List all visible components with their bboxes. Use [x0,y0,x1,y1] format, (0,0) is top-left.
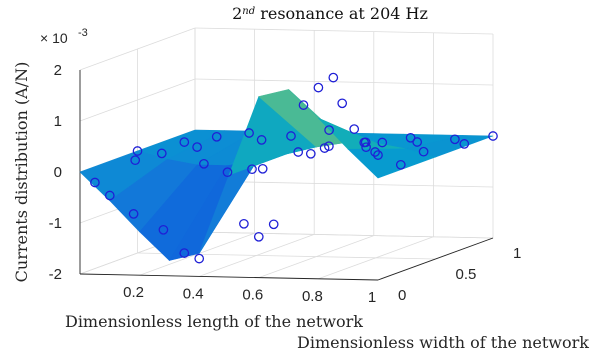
data-marker [211,131,222,142]
z-exponent-power: -3 [78,27,88,39]
data-marker [450,134,460,145]
data-marker [90,177,100,188]
data-marker [319,143,330,153]
data-marker [373,150,383,160]
x-axis-label: Dimensionless length of the network [65,312,363,331]
y-tick-label: 0 [398,287,406,304]
data-markers [90,72,498,264]
data-marker [256,135,267,145]
data-marker [377,137,388,148]
data-marker [158,224,169,235]
data-marker [418,146,429,157]
data-marker [293,147,304,157]
data-marker [128,209,139,219]
z-tick-label: 2 [54,62,62,79]
z-axis-label: Currents distribution (A/N) [12,62,31,283]
data-marker [192,142,202,152]
data-marker [244,128,254,138]
x-tick-label: 0.8 [302,288,323,305]
data-marker [132,146,143,156]
data-marker [268,219,279,230]
surface-mesh [79,89,494,261]
title-superscript: nd [242,6,255,17]
data-marker [222,167,233,178]
z-tick-label: -1 [49,215,62,232]
z-tick-label: -2 [49,266,62,283]
data-marker [488,131,498,141]
data-marker [313,82,324,93]
grid-line [194,27,494,35]
data-marker [370,147,380,157]
x-axis-line [79,273,379,281]
data-marker [286,131,296,141]
data-marker [337,98,348,109]
z-exponent-base: × 10 [40,30,68,46]
data-marker [359,137,370,148]
grid-line [194,180,494,188]
data-marker [130,155,141,166]
data-marker [247,164,257,175]
data-marker [199,158,209,169]
x-tick-label: 0.4 [183,285,204,302]
data-marker [298,100,309,110]
x-tick-label: 1 [368,289,376,306]
chart-title: 2nd resonance at 204 Hz [232,4,428,23]
data-marker [328,72,339,83]
grid-line [194,78,494,86]
data-marker [412,137,423,147]
title-base: 2 [232,4,242,23]
data-marker [349,124,360,134]
title-text: resonance at 204 Hz [255,4,428,23]
data-marker [324,141,334,152]
data-marker [156,148,167,159]
data-marker [179,248,190,258]
data-marker [104,190,115,201]
grid-line [194,231,494,239]
data-marker [361,142,371,153]
data-marker [194,253,205,264]
y-tick-label: 0.5 [456,266,477,283]
data-marker [305,148,316,159]
z-tick-label: 1 [54,113,62,130]
data-marker [253,231,264,242]
y-axis-label: Dimensionless width of the network [297,333,589,352]
x-tick-label: 0.6 [242,287,263,304]
data-marker [257,163,268,174]
y-tick-label: 1 [513,245,521,262]
data-marker [395,159,406,170]
data-marker [324,125,334,135]
data-marker [179,137,190,147]
y-axis-line [377,237,494,281]
data-marker [239,218,249,229]
x-tick-label: 0.2 [123,284,144,301]
surface-patch [347,148,437,179]
data-marker [459,139,470,149]
axis-ticks: 2 1 0 -1 -2 0.2 0.4 0.6 0.8 1 0 0.5 1 [49,62,522,306]
z-tick-label: 0 [54,164,62,181]
